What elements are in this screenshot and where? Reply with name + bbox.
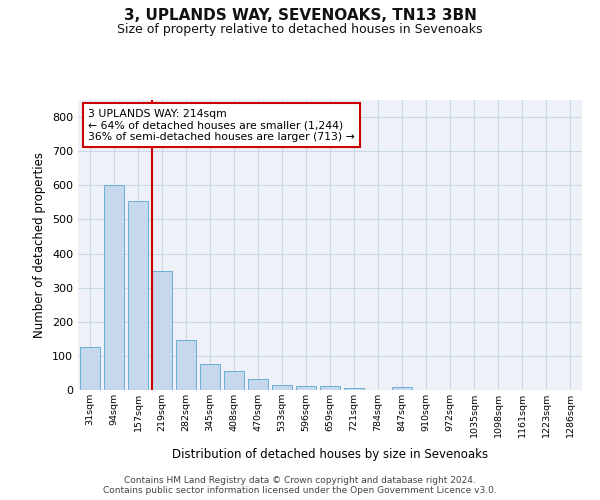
Bar bbox=[392, 386, 412, 390]
Bar bbox=[200, 364, 220, 390]
Bar bbox=[296, 386, 316, 390]
Y-axis label: Number of detached properties: Number of detached properties bbox=[34, 152, 46, 338]
Bar bbox=[104, 186, 124, 390]
Text: Contains HM Land Registry data © Crown copyright and database right 2024.
Contai: Contains HM Land Registry data © Crown c… bbox=[103, 476, 497, 495]
Bar bbox=[320, 386, 340, 390]
Bar bbox=[272, 385, 292, 390]
Bar bbox=[224, 371, 244, 390]
Text: Size of property relative to detached houses in Sevenoaks: Size of property relative to detached ho… bbox=[117, 22, 483, 36]
Bar bbox=[248, 378, 268, 390]
Bar bbox=[152, 272, 172, 390]
Bar bbox=[80, 348, 100, 390]
Text: 3 UPLANDS WAY: 214sqm
← 64% of detached houses are smaller (1,244)
36% of semi-d: 3 UPLANDS WAY: 214sqm ← 64% of detached … bbox=[88, 108, 355, 142]
X-axis label: Distribution of detached houses by size in Sevenoaks: Distribution of detached houses by size … bbox=[172, 448, 488, 462]
Bar bbox=[176, 340, 196, 390]
Bar bbox=[344, 388, 364, 390]
Bar bbox=[128, 202, 148, 390]
Text: 3, UPLANDS WAY, SEVENOAKS, TN13 3BN: 3, UPLANDS WAY, SEVENOAKS, TN13 3BN bbox=[124, 8, 476, 22]
